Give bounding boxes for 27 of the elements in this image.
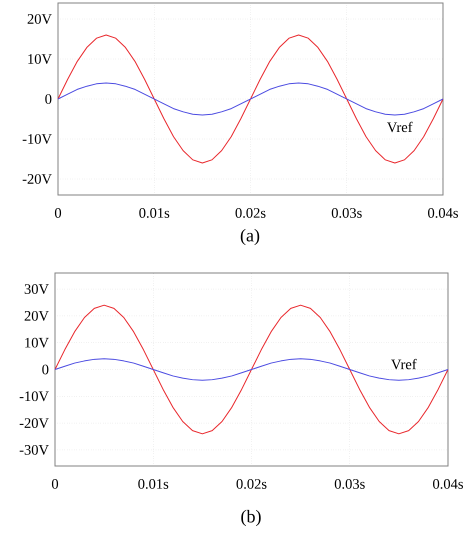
series-label: Vref (391, 358, 417, 370)
text: (b) (241, 510, 261, 526)
y-tick-label: 0 (42, 364, 48, 374)
text: (a) (240, 228, 260, 246)
series-label: Vref (386, 122, 413, 132)
x-tick-label: 0.02s (236, 479, 266, 489)
y-tick-label: -30V (20, 444, 49, 455)
y-tick-label: -10V (20, 391, 49, 402)
y-tick-label: 10V (28, 54, 52, 64)
y-tick-label: -10V (22, 134, 52, 144)
x-tick-label: 0.01s (138, 479, 168, 489)
line-series (54, 358, 448, 381)
y-tick-label: 10V (25, 338, 49, 348)
x-tick-label: 0 (54, 208, 62, 218)
y-tick-label: 30V (24, 284, 49, 294)
x-tick-label: 0.04s (428, 208, 458, 218)
y-tick-label: 20V (28, 14, 52, 24)
y-tick-label: -20V (20, 418, 49, 428)
y-tick-label: 0 (45, 94, 52, 104)
x-tick-label: 0.04s (433, 479, 463, 489)
x-tick-label: 0.01s (139, 208, 170, 218)
y-tick-label: 20V (24, 310, 49, 321)
x-tick-label: 0 (52, 479, 58, 489)
x-tick-label: 0.03s (332, 208, 362, 218)
x-tick-label: 0.02s (236, 208, 266, 218)
y-tick-label: -20V (22, 174, 52, 184)
x-tick-label: 0.03s (334, 479, 365, 489)
